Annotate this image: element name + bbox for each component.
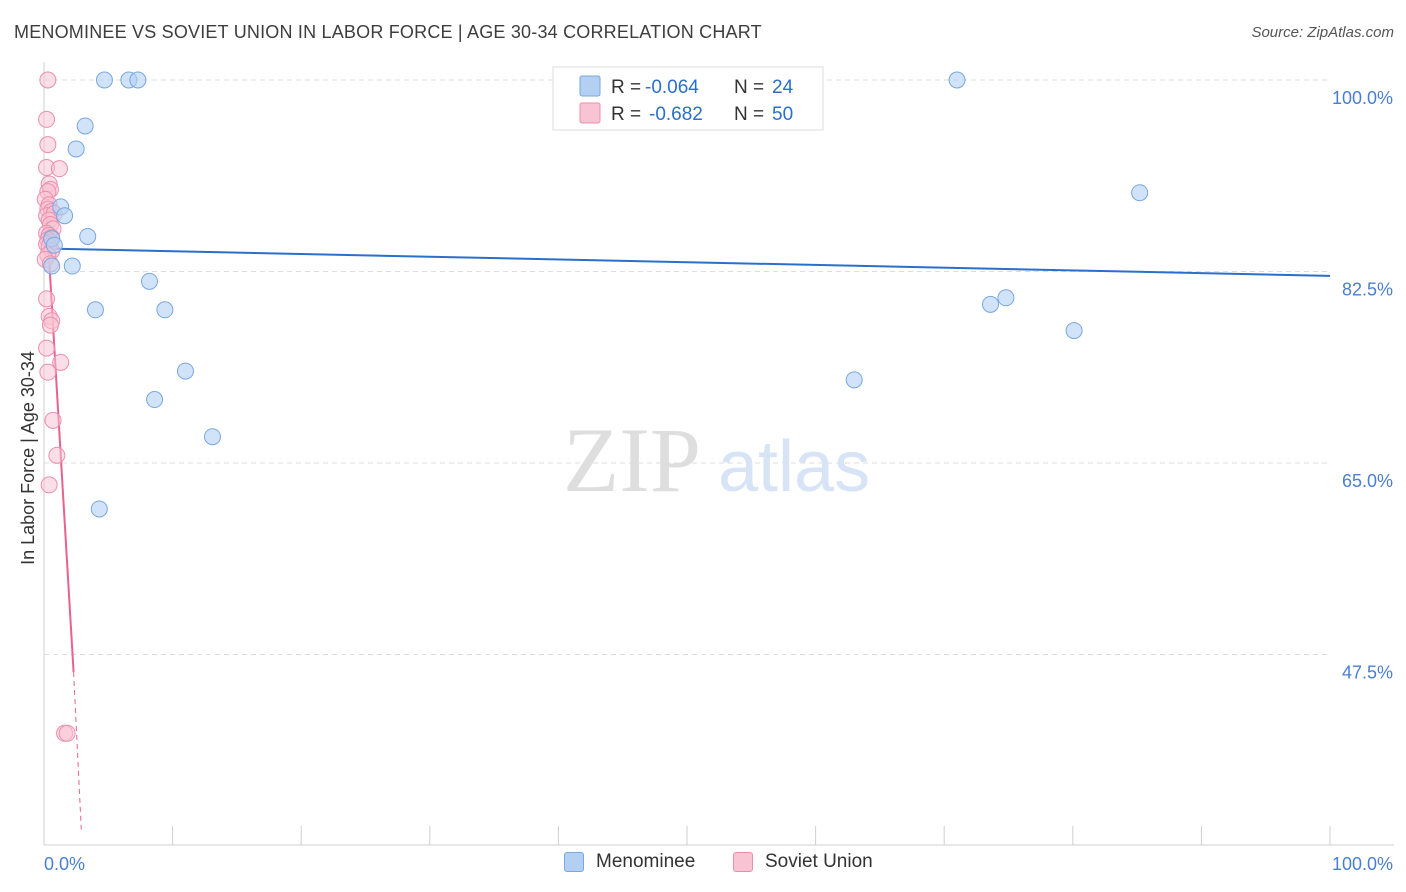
trend-lines — [43, 216, 1331, 830]
point-menominee — [981, 295, 999, 313]
point-menominee — [86, 301, 104, 319]
tick-labels: 47.5% 65.0% 82.5% 100.0% 0.0% 100.0% — [44, 88, 1393, 874]
legend-label-soviet-union: Soviet Union — [765, 851, 873, 872]
point-menominee — [948, 71, 966, 89]
point-soviet-union — [38, 339, 56, 357]
legend-item-menominee: Menominee — [564, 851, 695, 873]
legend-item-soviet-union: Soviet Union — [733, 851, 873, 873]
point-menominee — [203, 428, 221, 446]
point-menominee — [140, 272, 158, 290]
y-tick-label: 65.0% — [1342, 471, 1393, 491]
trend-line-soviet-union — [45, 216, 75, 673]
chart-title: MENOMINEE VS SOVIET UNION IN LABOR FORCE… — [14, 22, 762, 42]
point-menominee — [845, 371, 863, 389]
legend-r-value-1: -0.064 — [645, 77, 699, 98]
point-soviet-union — [38, 290, 56, 308]
point-soviet-union — [44, 411, 62, 429]
watermark: ZIP atlas — [563, 409, 870, 511]
stats-legend: R = -0.064 N = 24 R = -0.682 N = 50 — [552, 66, 824, 131]
trend-extension-soviet-union — [73, 671, 82, 830]
source-label: Source: ZipAtlas.com — [1251, 24, 1394, 41]
point-soviet-union — [50, 160, 68, 178]
point-soviet-union — [41, 316, 59, 334]
point-soviet-union — [52, 353, 70, 371]
y-axis-label: In Labor Force | Age 30-34 — [18, 351, 38, 565]
legend-swatch-menominee — [579, 75, 601, 97]
data-points — [36, 71, 1149, 742]
point-menominee — [63, 257, 81, 275]
point-menominee — [146, 391, 164, 409]
legend-swatch — [733, 852, 753, 872]
point-menominee — [67, 140, 85, 158]
legend-n-label-1: N = — [734, 77, 764, 98]
watermark-atlas: atlas — [718, 427, 870, 507]
trend-line-menominee — [43, 247, 1331, 277]
legend-swatch — [564, 852, 584, 872]
point-soviet-union — [38, 110, 56, 128]
point-menominee — [56, 207, 74, 225]
point-menominee — [76, 117, 94, 135]
legend-label-menominee: Menominee — [596, 851, 696, 872]
point-soviet-union — [40, 476, 58, 494]
point-menominee — [79, 227, 97, 245]
point-menominee — [1065, 322, 1083, 340]
x-tick-label-max: 100.0% — [1332, 854, 1393, 874]
legend-n-value-1: 24 — [772, 77, 794, 98]
legend-n-label-2: N = — [734, 104, 764, 125]
legend-n-value-2: 50 — [772, 104, 793, 125]
point-menominee — [45, 236, 63, 254]
legend-swatch-soviet-union — [579, 102, 601, 124]
point-menominee — [43, 257, 61, 275]
x-tick-label-min: 0.0% — [44, 854, 85, 874]
point-menominee — [997, 289, 1015, 307]
point-menominee — [1131, 184, 1149, 202]
point-menominee — [95, 71, 113, 89]
legend-r-label-1: R = — [611, 77, 641, 98]
grid-lines — [44, 79, 1330, 655]
point-menominee — [156, 301, 174, 319]
y-tick-label: 82.5% — [1342, 280, 1393, 300]
point-menominee — [90, 500, 108, 518]
legend-r-label-2: R = — [611, 104, 641, 125]
legend-r-value-2: -0.682 — [649, 104, 703, 125]
point-soviet-union — [58, 724, 76, 742]
point-soviet-union — [48, 446, 66, 464]
point-soviet-union — [39, 71, 57, 89]
point-menominee — [176, 362, 194, 380]
y-tick-label: 47.5% — [1342, 663, 1393, 683]
y-tick-label: 100.0% — [1332, 88, 1393, 108]
series-legend: Menominee Soviet Union — [0, 851, 1406, 879]
point-menominee — [129, 71, 147, 89]
point-soviet-union — [39, 363, 57, 381]
watermark-zip: ZIP — [563, 409, 701, 511]
point-soviet-union — [39, 136, 57, 154]
